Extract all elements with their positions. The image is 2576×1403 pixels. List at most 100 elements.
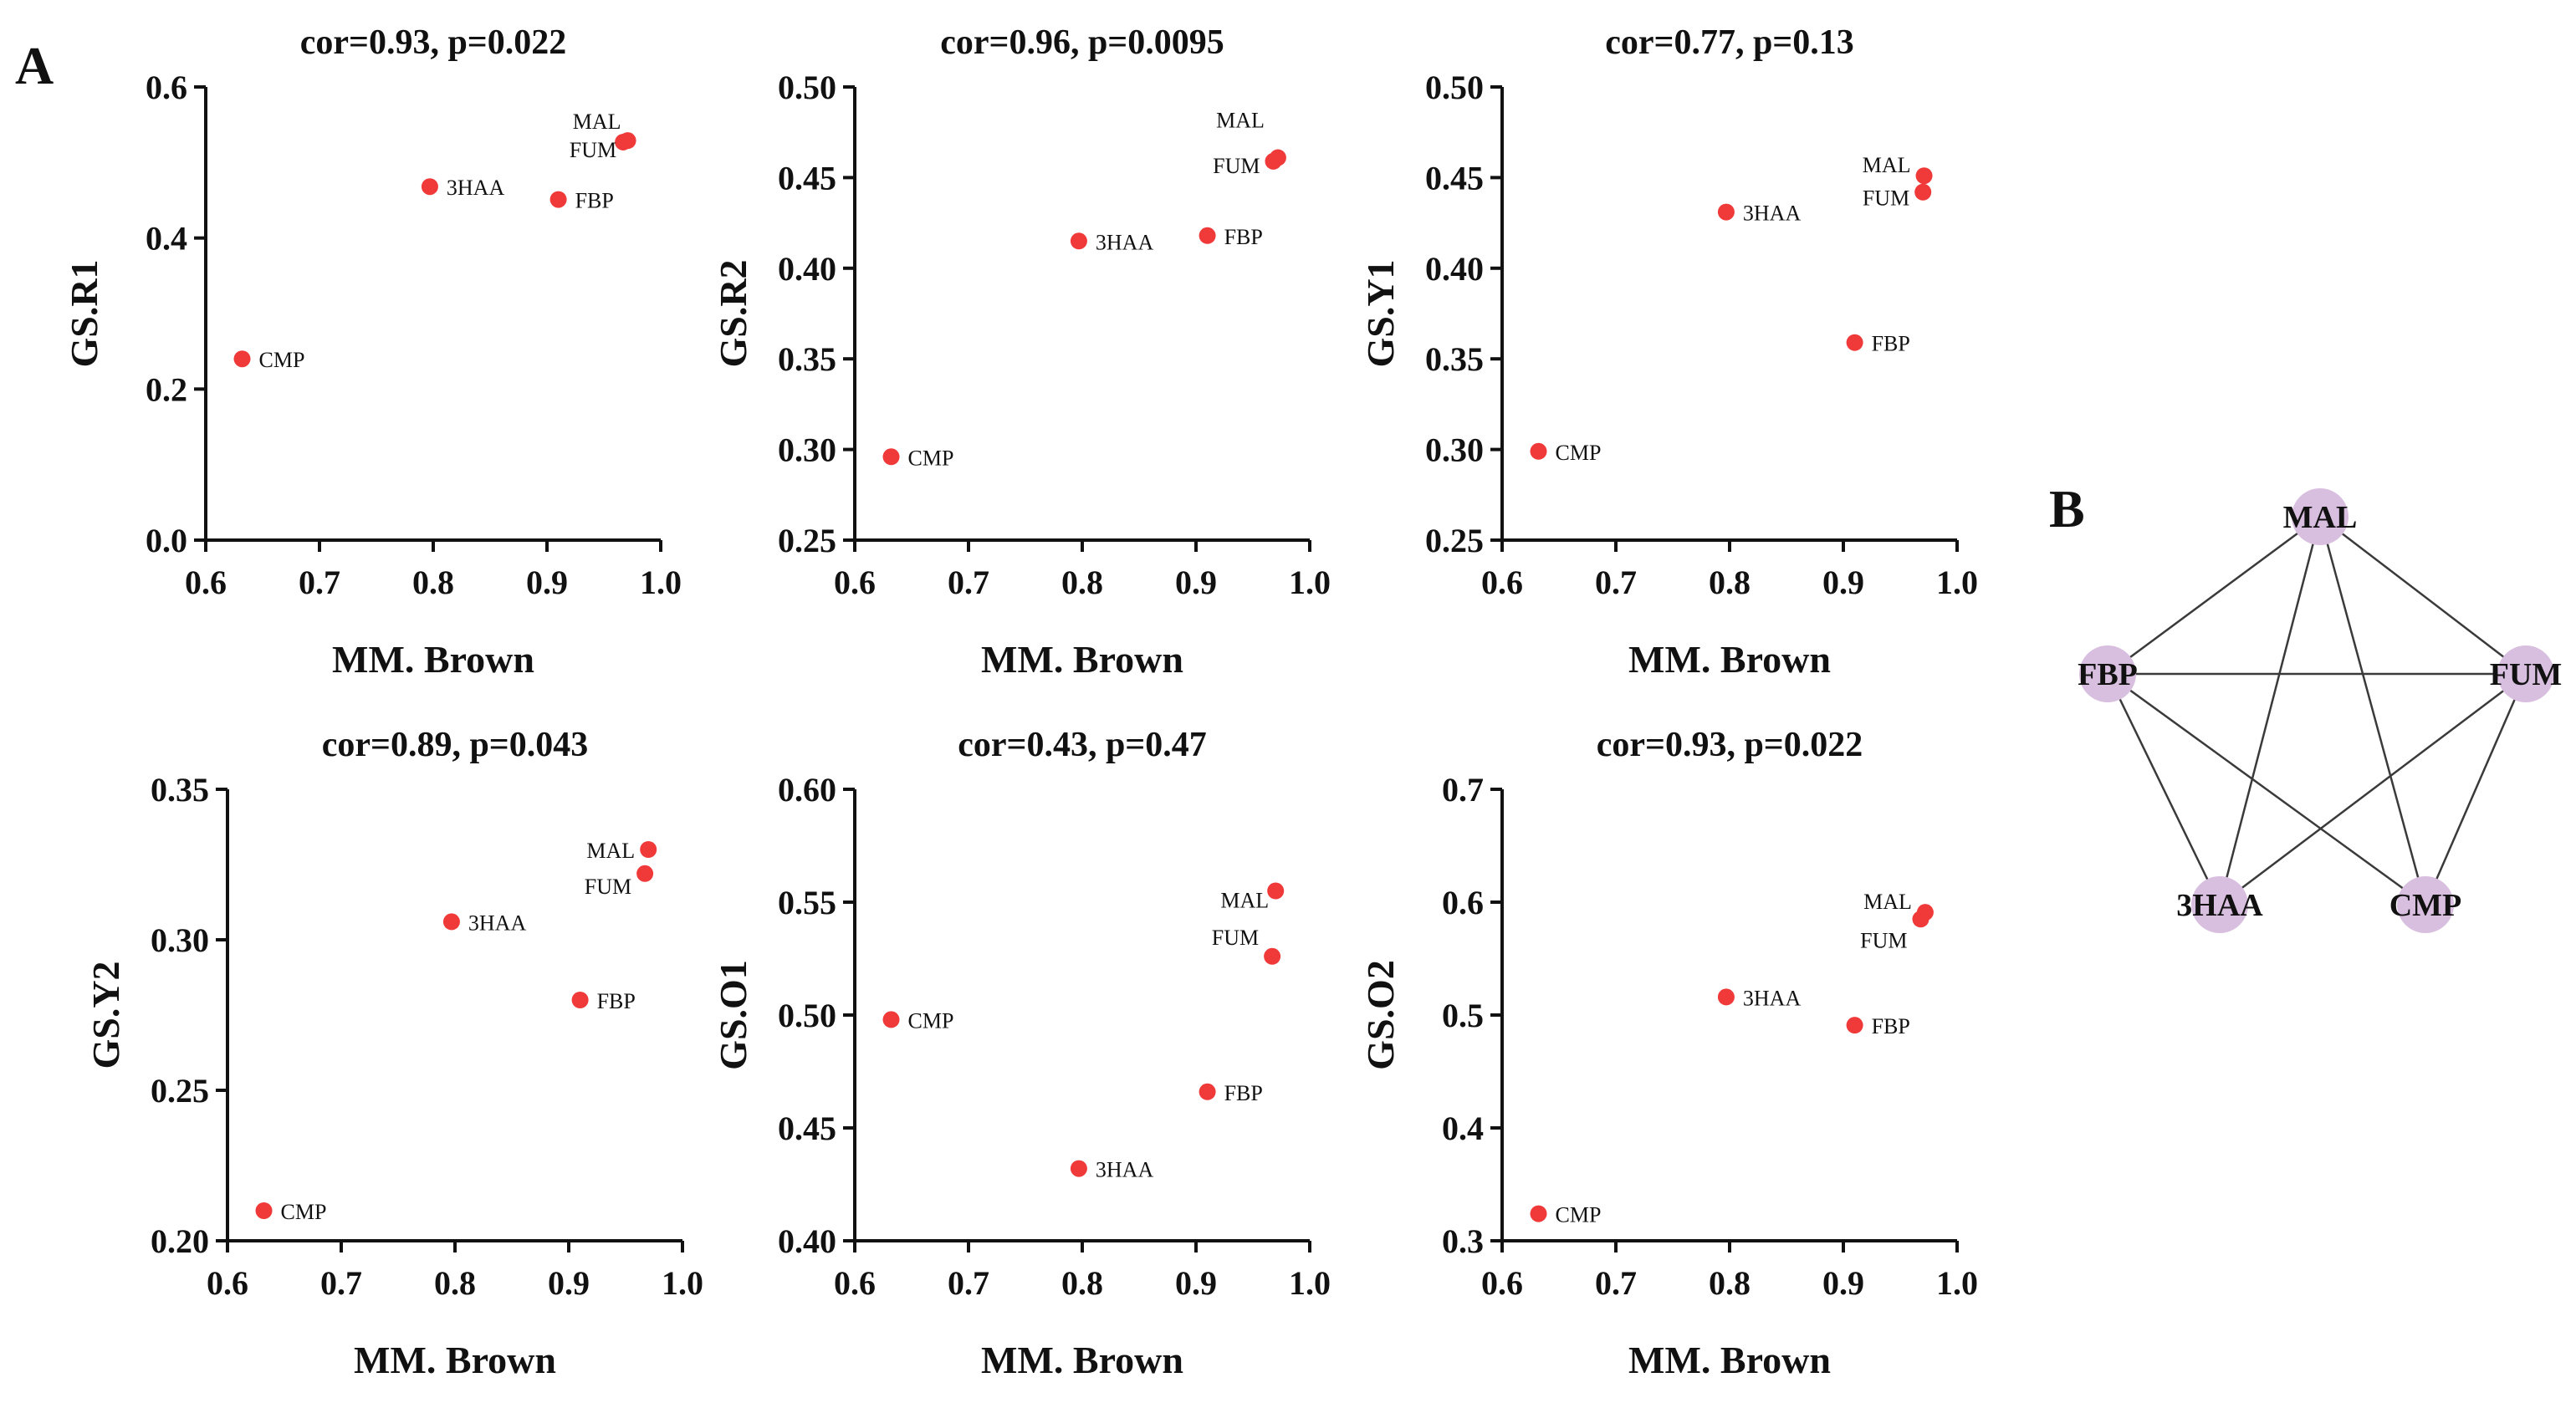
point-label-fbp: FBP: [1224, 225, 1263, 249]
edge-fbp-3haa: [2106, 673, 2221, 906]
x-tick-label: 0.7: [948, 564, 989, 601]
point-label-fbp: FBP: [1224, 1081, 1263, 1105]
chart-title: cor=0.96, p=0.0095: [940, 23, 1224, 62]
edge-mal-3haa: [2218, 516, 2322, 906]
correlation-network: MAL FUM CMP 3HAA FBP: [2078, 488, 2562, 933]
x-tick-label: 1.0: [1289, 1264, 1331, 1302]
node-label-fbp: FBP: [2078, 657, 2138, 692]
y-tick-label: 0.30: [778, 431, 836, 469]
x-tick-label: 0.8: [412, 564, 454, 601]
x-tick-label: 1.0: [1289, 564, 1331, 601]
data-point-fbp: [1846, 1017, 1863, 1034]
y-tick-label: 0.30: [151, 921, 209, 959]
y-tick-label: 0.20: [151, 1222, 209, 1260]
y-axis-label: GS.R2: [712, 259, 754, 367]
edge-fbp-cmp: [2107, 672, 2426, 906]
y-axis-label: GS.R1: [63, 259, 105, 367]
x-tick-label: 0.8: [1061, 564, 1103, 601]
x-tick-label: 0.6: [207, 1264, 248, 1302]
y-tick-label: 0.45: [778, 159, 836, 196]
data-point-fum: [636, 865, 654, 882]
x-tick-label: 1.0: [1936, 564, 1978, 601]
node-fum: [2497, 645, 2554, 702]
y-axis-label: GS.Y1: [1359, 259, 1402, 367]
x-tick-label: 0.6: [185, 564, 227, 601]
y-tick-label: 0.35: [1425, 340, 1484, 378]
point-label-mal: MAL: [1863, 890, 1912, 914]
y-tick-label: 0.0: [146, 522, 187, 559]
data-point-3haa: [1070, 1160, 1087, 1177]
panel-a-label: A: [15, 36, 54, 95]
point-label-fum: FUM: [1863, 186, 1909, 211]
y-tick-label: 0.50: [1425, 69, 1484, 106]
data-point-cmp: [233, 350, 251, 368]
y-tick-label: 0.4: [1442, 1110, 1484, 1147]
point-label-fum: FUM: [1212, 926, 1259, 950]
chart-title: cor=0.77, p=0.13: [1605, 23, 1854, 62]
y-tick-label: 0.25: [151, 1072, 209, 1110]
node-label-cmp: CMP: [2389, 888, 2462, 923]
node-label-fum: FUM: [2490, 657, 2563, 692]
x-axis-label: MM. Brown: [981, 638, 1183, 681]
y-axis-label: GS.O1: [712, 960, 754, 1070]
point-label-mal: MAL: [573, 110, 621, 134]
node-label-3haa: 3HAA: [2176, 888, 2263, 923]
y-tick-label: 0.40: [778, 250, 836, 288]
point-label-fbp: FBP: [1872, 1014, 1910, 1038]
point-label-fum: FUM: [570, 138, 616, 162]
y-tick-label: 0.2: [146, 370, 187, 408]
y-tick-label: 0.55: [778, 884, 836, 921]
node-cmp: [2397, 876, 2454, 933]
y-tick-label: 0.60: [778, 771, 836, 809]
x-tick-label: 0.8: [1061, 1264, 1103, 1302]
x-tick-label: 0.6: [1481, 564, 1523, 601]
data-point-fbp: [571, 992, 589, 1008]
x-tick-label: 0.7: [320, 1264, 362, 1302]
y-tick-label: 0.40: [1425, 250, 1484, 288]
y-tick-label: 0.3: [1442, 1222, 1484, 1260]
x-tick-label: 0.9: [1175, 564, 1217, 601]
y-tick-label: 0.45: [1425, 159, 1484, 196]
data-point-3haa: [1717, 988, 1735, 1006]
chart-title: cor=0.89, p=0.043: [322, 726, 589, 764]
panel-b-label: B: [2049, 479, 2085, 538]
data-point-fbp: [1199, 227, 1216, 244]
point-label-3haa: 3HAA: [1743, 986, 1802, 1010]
x-axis-label: MM. Brown: [332, 638, 534, 681]
scatter-panel-4: cor=0.89, p=0.043 0.6 0.7 0.8 0.9 1.0 0.20 0.25…: [84, 726, 703, 1381]
data-point-fbp: [549, 191, 567, 208]
data-point-cmp: [1530, 1205, 1547, 1222]
y-tick-label: 0.25: [778, 522, 836, 559]
point-label-mal: MAL: [1220, 889, 1269, 913]
x-tick-label: 0.7: [1595, 564, 1637, 601]
point-label-cmp: CMP: [908, 1008, 954, 1033]
x-tick-label: 0.9: [1822, 1264, 1864, 1302]
scatter-panel-5: cor=0.43, p=0.47 0.6 0.7 0.8 0.9 1.0 0.40 0.45 0…: [712, 726, 1331, 1381]
point-label-mal: MAL: [1216, 109, 1265, 133]
scatter-panel-3: cor=0.77, p=0.13 0.6 0.7 0.8 0.9 1.0 0.25 0.30 0…: [1359, 23, 1978, 681]
x-tick-label: 0.7: [948, 1264, 989, 1302]
data-point-3haa: [442, 913, 460, 931]
x-tick-label: 0.6: [834, 1264, 876, 1302]
data-point-3haa: [1717, 203, 1735, 221]
data-point-mal: [1267, 882, 1285, 900]
x-tick-label: 0.8: [1709, 1264, 1751, 1302]
edge-fum-cmp: [2424, 673, 2527, 906]
x-tick-label: 0.7: [1595, 1264, 1637, 1302]
x-tick-label: 0.9: [548, 1264, 590, 1302]
node-3haa: [2191, 876, 2248, 933]
point-label-3haa: 3HAA: [468, 911, 527, 935]
point-label-fum: FUM: [585, 875, 631, 899]
point-label-cmp: CMP: [908, 446, 954, 470]
x-axis-label: MM. Brown: [1628, 1339, 1831, 1381]
point-label-fum: FUM: [1213, 154, 1260, 178]
data-point-fbp: [1199, 1083, 1216, 1100]
y-axis-label: GS.O2: [1359, 960, 1402, 1070]
x-tick-label: 0.9: [526, 564, 568, 601]
data-point-3haa: [1070, 232, 1087, 250]
data-point-mal: [640, 841, 657, 858]
y-tick-label: 0.50: [778, 69, 836, 106]
scatter-panel-2: cor=0.96, p=0.0095 0.6 0.7 0.8 0.9 1.0 0.25 0.3…: [712, 23, 1331, 681]
node-fbp: [2079, 645, 2136, 702]
